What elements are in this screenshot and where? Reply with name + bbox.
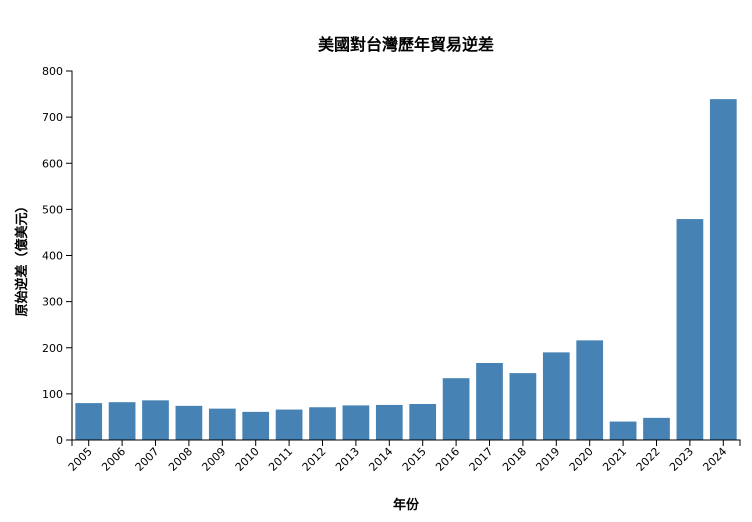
x-tick-label: 2005 — [66, 445, 95, 474]
bar-2006 — [108, 402, 136, 440]
bar-2019 — [542, 352, 570, 440]
y-tick-label: 500 — [42, 203, 63, 216]
bar-2010 — [242, 411, 270, 440]
x-axis-line — [71, 439, 741, 446]
y-axis: 0 100 200 300 400 500 600 700 800 — [42, 65, 73, 447]
bar-2016 — [442, 378, 470, 440]
x-tick-label: 2017 — [467, 445, 496, 474]
x-tick-label: 2022 — [634, 445, 663, 474]
y-axis-title: 原始逆差（億美元） — [14, 199, 30, 316]
x-tick-label: 2018 — [500, 445, 529, 474]
bar-2017 — [476, 362, 503, 440]
x-axis: 2005 2006 2007 2008 2009 2010 2011 2012 2013 2014… — [66, 439, 741, 474]
bar-2011 — [275, 409, 303, 440]
x-tick-label: 2012 — [300, 445, 329, 474]
bars-group — [75, 99, 737, 440]
bar-2014 — [375, 404, 403, 440]
x-tick-label: 2014 — [366, 445, 395, 474]
y-tick-label: 800 — [42, 65, 63, 78]
x-tick-label: 2023 — [667, 445, 696, 474]
x-tick-label: 2015 — [400, 445, 429, 474]
x-tick-label: 2010 — [233, 445, 262, 474]
bar-2015 — [409, 404, 437, 440]
x-tick-label: 2008 — [166, 445, 195, 474]
x-tick-label: 2020 — [567, 445, 596, 474]
y-tick-label: 700 — [42, 111, 63, 124]
bar-2022 — [643, 417, 670, 440]
x-axis-title: 年份 — [393, 497, 420, 513]
y-tick-label: 600 — [42, 157, 63, 170]
x-tick-label: 2016 — [433, 445, 462, 474]
bar-2009 — [208, 408, 236, 440]
x-tick-label: 2009 — [199, 445, 228, 474]
x-tick-label: 2019 — [533, 445, 562, 474]
bar-2021 — [609, 421, 637, 440]
x-tick-label: 2007 — [133, 445, 162, 474]
bar-2013 — [342, 405, 370, 440]
bar-2005 — [75, 403, 103, 440]
bar-2024 — [709, 99, 737, 440]
x-tick-label: 2021 — [600, 445, 629, 474]
x-tick-label: 2011 — [266, 445, 295, 474]
bar-2012 — [309, 407, 336, 440]
y-tick-label: 400 — [42, 250, 63, 263]
y-tick-label: 0 — [56, 434, 63, 447]
bar-2007 — [142, 400, 169, 440]
x-tick-label: 2013 — [333, 445, 362, 474]
y-tick-label: 300 — [42, 296, 63, 309]
bar-2008 — [175, 405, 203, 440]
y-tick-label: 100 — [42, 388, 63, 401]
x-tick-label: 2024 — [700, 445, 729, 474]
chart-title: 美國對台灣歷年貿易逆差 — [318, 35, 494, 54]
bar-2018 — [509, 373, 537, 440]
x-tick-label: 2006 — [99, 445, 128, 474]
y-tick-label: 200 — [42, 342, 63, 355]
bar-2023 — [676, 219, 704, 440]
bar-2020 — [576, 340, 604, 440]
